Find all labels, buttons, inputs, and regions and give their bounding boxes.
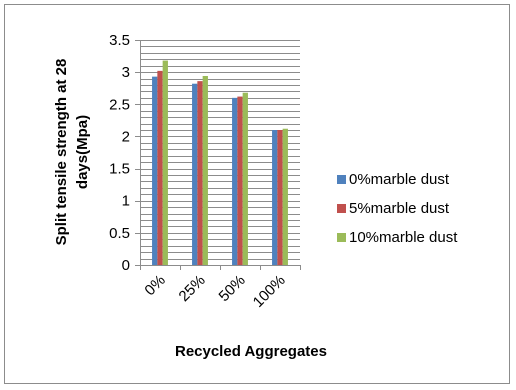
bar-2-50pct <box>237 96 243 265</box>
bar-3-50pct <box>242 92 248 265</box>
y-tick-label: 3 <box>122 64 130 81</box>
y-tick-label: 1.5 <box>109 161 130 178</box>
bar-1-100pct <box>272 130 278 265</box>
bar-3-0pct <box>162 60 168 266</box>
y-tick-labels: 0 0.5 1 1.5 2 2.5 3 3.5 <box>109 32 130 274</box>
x-tick-label: 100% <box>250 272 289 311</box>
bar-2-100pct <box>277 130 283 265</box>
bars <box>152 60 288 266</box>
y-tick-label: 0.5 <box>109 225 130 242</box>
legend-label-0: 0%marble dust <box>349 171 450 188</box>
bar-2-0pct <box>157 70 163 265</box>
x-tick-labels: 0% 25% 50% 100% <box>141 272 288 311</box>
bar-2-25pct <box>197 81 203 266</box>
bar-1-0pct <box>152 76 158 266</box>
y-tick-label: 0 <box>122 257 130 274</box>
bar-1-50pct <box>232 97 238 265</box>
legend-label-2: 10%marble dust <box>349 229 458 246</box>
axes <box>135 40 301 270</box>
y-tick-label: 2 <box>122 128 130 145</box>
y-tick-label: 3.5 <box>109 32 130 49</box>
x-tick-label: 50% <box>216 272 249 305</box>
y-tick-label: 1 <box>122 193 130 210</box>
y-axis-title-line1: Split tensile strength at 28 <box>53 59 70 246</box>
y-axis-title-line2: days(Mpa) <box>74 115 91 189</box>
bar-1-25pct <box>192 83 198 265</box>
y-tick-label: 2.5 <box>109 96 130 113</box>
x-axis-title: Recycled Aggregates <box>175 343 327 360</box>
bar-3-100pct <box>282 128 288 265</box>
x-tick-label: 0% <box>141 272 168 299</box>
legend-swatch-2 <box>337 233 346 242</box>
bar-3-25pct <box>202 76 208 265</box>
x-tick-label: 25% <box>176 272 209 305</box>
legend: 0%marble dust 5%marble dust 10%marble du… <box>337 171 458 246</box>
legend-swatch-0 <box>337 175 346 184</box>
legend-swatch-1 <box>337 204 346 213</box>
legend-label-1: 5%marble dust <box>349 200 450 217</box>
